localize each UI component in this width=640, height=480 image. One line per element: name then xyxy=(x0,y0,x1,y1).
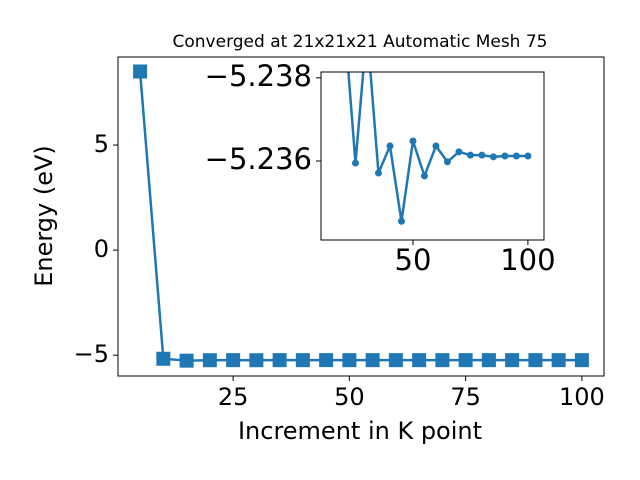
marker xyxy=(432,142,440,150)
marker xyxy=(342,353,357,368)
marker xyxy=(272,353,287,368)
marker xyxy=(388,353,403,368)
marker xyxy=(179,353,194,368)
marker xyxy=(374,169,382,177)
chart-title: Converged at 21x21x21 Automatic Mesh 75 xyxy=(173,32,548,52)
x-tick-label: 25 xyxy=(218,383,249,411)
y-tick-label: −5.236 xyxy=(205,142,312,176)
marker xyxy=(551,353,566,368)
marker xyxy=(202,353,217,368)
marker xyxy=(466,151,474,159)
marker xyxy=(435,353,450,368)
marker xyxy=(397,217,405,225)
y-tick-label: −5.238 xyxy=(205,59,312,93)
marker xyxy=(524,152,532,160)
marker xyxy=(528,353,543,368)
marker xyxy=(409,137,417,145)
marker xyxy=(443,158,451,166)
y-axis-label: Energy (eV) xyxy=(30,145,58,287)
x-tick-label: 50 xyxy=(334,383,365,411)
marker xyxy=(574,353,589,368)
marker xyxy=(295,353,310,368)
plot-layer xyxy=(347,72,532,225)
x-tick-label: 100 xyxy=(500,243,555,277)
marker xyxy=(351,159,359,167)
x-tick-label: 100 xyxy=(559,383,605,411)
marker xyxy=(226,353,241,368)
y-tick-label: 0 xyxy=(94,235,109,263)
marker xyxy=(319,353,334,368)
marker xyxy=(386,142,394,150)
axes-frame xyxy=(117,56,605,377)
marker xyxy=(478,151,486,159)
marker xyxy=(481,353,496,368)
y-tick-label: −5 xyxy=(74,340,109,368)
marker xyxy=(420,172,428,180)
marker xyxy=(133,64,148,79)
marker xyxy=(505,353,520,368)
marker xyxy=(501,152,509,160)
plot-layer xyxy=(133,64,589,368)
marker xyxy=(458,353,473,368)
x-axis-label: Increment in K point xyxy=(238,417,482,445)
marker xyxy=(512,152,520,160)
marker xyxy=(249,353,264,368)
y-tick-label: 5 xyxy=(94,130,109,158)
marker xyxy=(365,353,380,368)
x-tick-label: 75 xyxy=(450,383,481,411)
marker xyxy=(156,351,171,366)
x-tick-label: 50 xyxy=(395,243,432,277)
marker xyxy=(412,353,427,368)
marker xyxy=(455,148,463,156)
axes-frame xyxy=(320,71,545,241)
marker xyxy=(489,153,497,161)
